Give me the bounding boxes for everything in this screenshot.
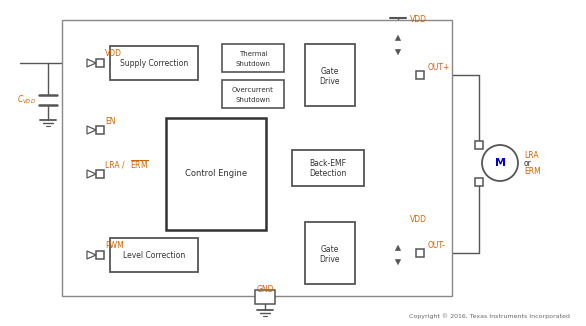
Bar	[222, 80, 284, 108]
Polygon shape	[396, 50, 401, 54]
Text: Gate: Gate	[321, 67, 339, 76]
Text: $\overline{\mathrm{ERM}}$: $\overline{\mathrm{ERM}}$	[130, 159, 149, 171]
Bar	[475, 178, 483, 186]
Text: LRA: LRA	[524, 151, 539, 159]
Bar	[475, 141, 483, 149]
Bar	[292, 150, 364, 186]
Bar	[96, 126, 104, 134]
Text: VDD: VDD	[105, 49, 122, 57]
Text: Overcurrent: Overcurrent	[232, 87, 274, 93]
Bar	[96, 59, 104, 67]
Text: M: M	[495, 158, 506, 168]
Bar	[62, 20, 452, 296]
Text: Detection: Detection	[309, 170, 347, 179]
Text: GND: GND	[256, 285, 274, 293]
Bar	[416, 249, 424, 257]
Bar	[222, 44, 284, 72]
Bar	[166, 118, 266, 230]
Bar	[96, 170, 104, 178]
Text: Control Engine: Control Engine	[185, 170, 247, 179]
Polygon shape	[396, 259, 401, 265]
Bar	[96, 251, 104, 259]
Text: Back-EMF: Back-EMF	[309, 158, 346, 168]
Bar	[305, 222, 355, 284]
Text: EN: EN	[105, 116, 115, 126]
Text: VDD: VDD	[410, 16, 427, 24]
Text: Thermal: Thermal	[239, 51, 267, 57]
Text: ERM: ERM	[524, 167, 541, 175]
Text: Gate: Gate	[321, 244, 339, 254]
Text: $C_{VDD}$: $C_{VDD}$	[17, 94, 36, 106]
Text: LRA /: LRA /	[105, 160, 127, 170]
Text: OUT-: OUT-	[428, 241, 446, 249]
Text: Drive: Drive	[320, 78, 340, 86]
Text: Shutdown: Shutdown	[236, 61, 271, 67]
Text: or: or	[524, 158, 532, 168]
Bar	[110, 46, 198, 80]
Text: Drive: Drive	[320, 256, 340, 264]
Bar	[416, 71, 424, 79]
Polygon shape	[396, 36, 401, 40]
Bar	[305, 44, 355, 106]
Circle shape	[482, 145, 518, 181]
Polygon shape	[396, 245, 401, 250]
Text: VDD: VDD	[410, 215, 427, 225]
Text: Shutdown: Shutdown	[236, 97, 271, 103]
Text: Supply Correction: Supply Correction	[120, 58, 188, 67]
Text: OUT+: OUT+	[428, 63, 451, 71]
Bar	[255, 290, 275, 304]
Text: Level Correction: Level Correction	[123, 250, 185, 259]
Text: Copyright © 2016, Texas Instruments Incorporated: Copyright © 2016, Texas Instruments Inco…	[409, 313, 570, 319]
Text: PWM: PWM	[105, 242, 124, 250]
Bar	[110, 238, 198, 272]
